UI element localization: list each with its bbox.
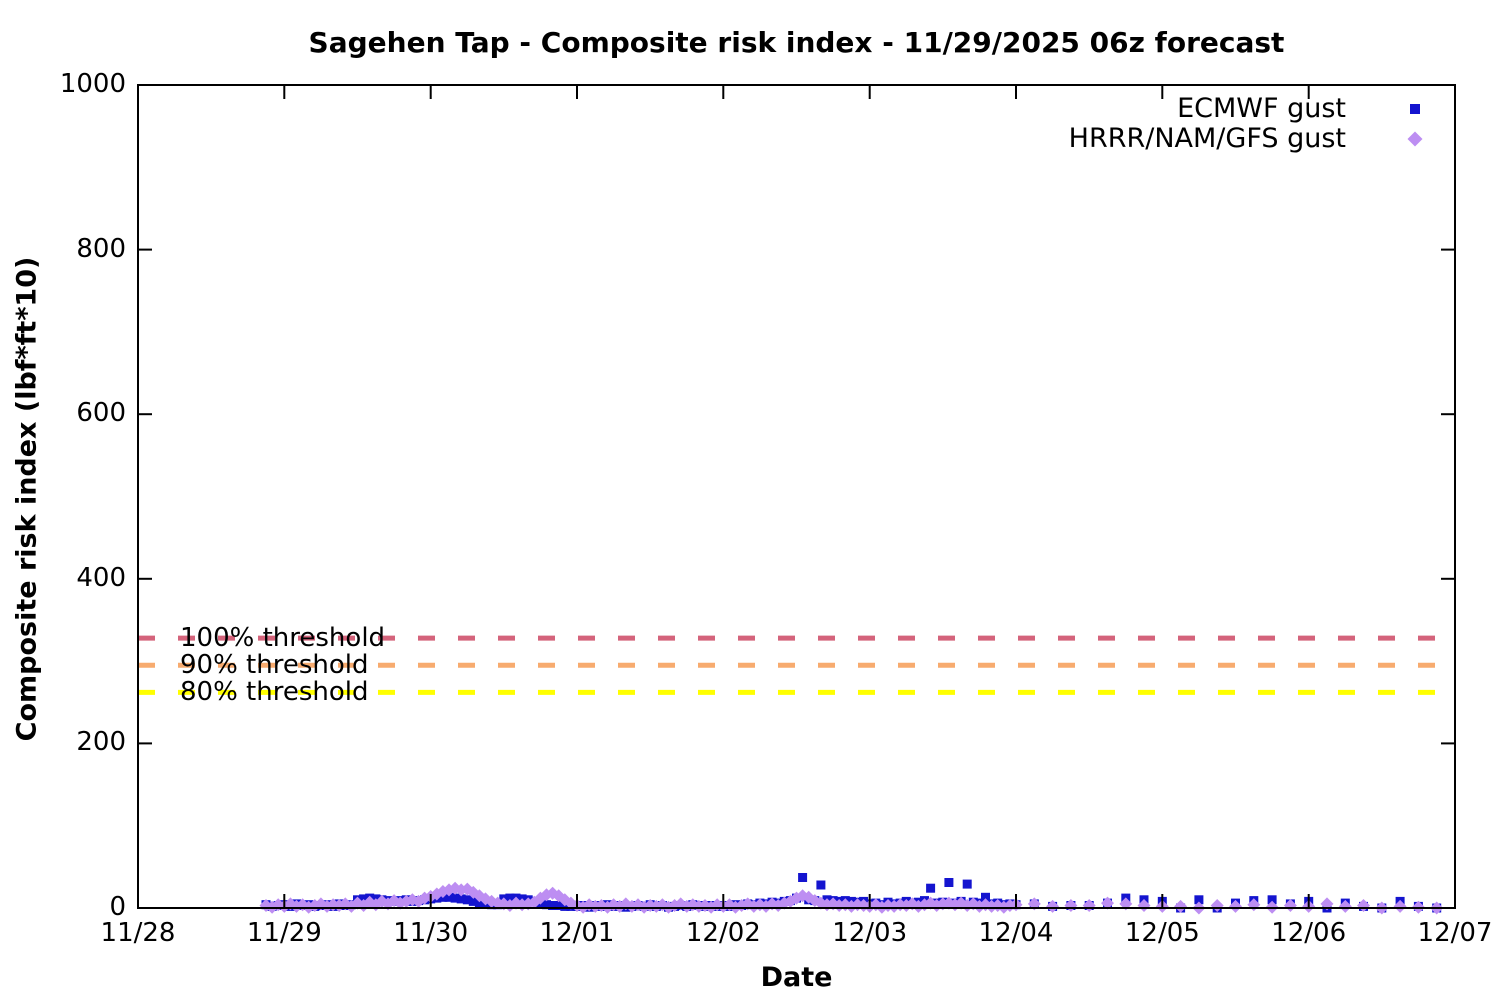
legend-item-hrrr-nam-gfs: HRRR/NAM/GFS gust — [1069, 124, 1424, 154]
y-tick-label: 400 — [76, 562, 126, 593]
plot-frame — [137, 84, 1456, 909]
x-tick-label: 11/30 — [393, 918, 469, 948]
y-tick-label: 0 — [109, 892, 126, 922]
y-tick-label: 600 — [76, 398, 126, 429]
x-tick-label: 12/03 — [832, 918, 908, 948]
y-axis-title: Composite risk index (lbf*ft*10) — [11, 256, 43, 742]
legend-label-hrrr-nam-gfs: HRRR/NAM/GFS gust — [1068, 123, 1346, 154]
y-tick-label: 1000 — [59, 69, 126, 99]
chart-title: Sagehen Tap - Composite risk index - 11/… — [308, 26, 1285, 59]
x-tick-label: 12/05 — [1124, 918, 1200, 948]
legend-label-ecmwf: ECMWF gust — [1177, 93, 1346, 124]
threshold-label-80: 80% threshold — [180, 677, 369, 708]
threshold-label-90: 90% threshold — [180, 650, 369, 681]
square-marker-icon — [1406, 100, 1424, 118]
x-tick-label: 11/28 — [100, 918, 176, 948]
x-tick-label: 12/06 — [1271, 918, 1347, 948]
x-tick-label: 12/01 — [539, 918, 615, 948]
x-tick-label: 12/07 — [1417, 918, 1493, 948]
x-tick-label: 11/29 — [246, 918, 322, 948]
legend: ECMWF gust HRRR/NAM/GFS gust — [1069, 94, 1424, 154]
x-axis-title: Date — [760, 962, 833, 993]
threshold-label-100: 100% threshold — [180, 623, 386, 654]
legend-item-ecmwf: ECMWF gust — [1069, 94, 1424, 124]
y-tick-label: 800 — [76, 233, 126, 264]
diamond-marker-icon — [1406, 130, 1424, 148]
x-tick-label: 12/04 — [978, 918, 1054, 948]
x-tick-label: 12/02 — [685, 918, 761, 948]
y-tick-label: 200 — [76, 727, 126, 758]
